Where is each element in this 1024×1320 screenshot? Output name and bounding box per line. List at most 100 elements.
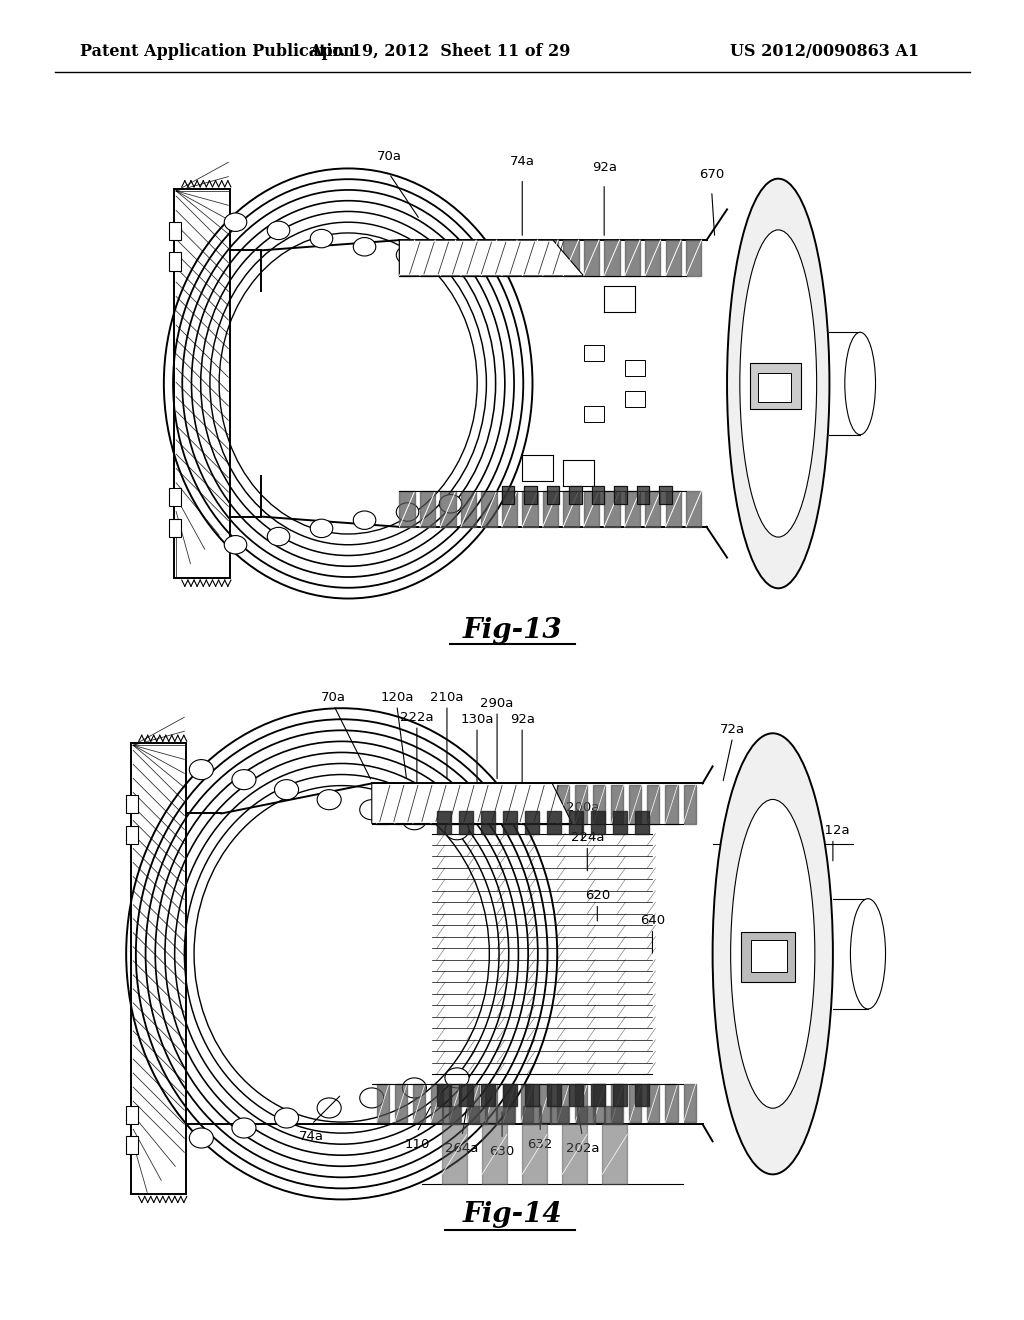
- Polygon shape: [547, 812, 561, 833]
- Polygon shape: [602, 1125, 628, 1184]
- Polygon shape: [440, 491, 456, 527]
- Polygon shape: [485, 785, 497, 824]
- Polygon shape: [550, 1106, 568, 1125]
- Polygon shape: [399, 240, 415, 276]
- Polygon shape: [395, 785, 407, 824]
- Polygon shape: [547, 1084, 561, 1106]
- Polygon shape: [686, 491, 701, 527]
- Polygon shape: [540, 785, 551, 824]
- Polygon shape: [578, 1106, 595, 1125]
- Polygon shape: [461, 240, 476, 276]
- Polygon shape: [625, 240, 640, 276]
- Polygon shape: [686, 240, 701, 276]
- Bar: [126, 1106, 138, 1125]
- Ellipse shape: [353, 238, 376, 256]
- Text: 92a: 92a: [592, 161, 616, 173]
- Polygon shape: [562, 1125, 588, 1184]
- Polygon shape: [524, 486, 537, 504]
- Text: 630: 630: [489, 1144, 515, 1158]
- Text: 130a: 130a: [460, 713, 494, 726]
- Polygon shape: [666, 785, 678, 824]
- Text: 224a: 224a: [570, 832, 604, 843]
- Text: US 2012/0090863 A1: US 2012/0090863 A1: [730, 44, 920, 61]
- Ellipse shape: [189, 1129, 213, 1148]
- Bar: [126, 1137, 138, 1154]
- Polygon shape: [420, 491, 435, 527]
- Bar: [169, 252, 181, 271]
- Ellipse shape: [402, 1078, 426, 1098]
- Polygon shape: [569, 812, 584, 833]
- Polygon shape: [399, 240, 584, 276]
- Polygon shape: [630, 1084, 641, 1122]
- Polygon shape: [469, 1106, 487, 1125]
- Ellipse shape: [267, 222, 290, 240]
- Polygon shape: [666, 491, 681, 527]
- Ellipse shape: [353, 511, 376, 529]
- Ellipse shape: [739, 230, 817, 537]
- Polygon shape: [636, 1084, 649, 1106]
- Bar: [584, 407, 604, 422]
- Text: Fig-13: Fig-13: [462, 616, 562, 644]
- Polygon shape: [613, 812, 628, 833]
- Polygon shape: [637, 486, 649, 504]
- Polygon shape: [593, 785, 605, 824]
- Ellipse shape: [727, 178, 829, 589]
- Polygon shape: [525, 1084, 540, 1106]
- Polygon shape: [395, 1084, 407, 1122]
- Polygon shape: [614, 486, 627, 504]
- Polygon shape: [563, 491, 579, 527]
- Bar: [131, 743, 186, 1195]
- Ellipse shape: [224, 536, 247, 554]
- Ellipse shape: [189, 759, 213, 780]
- Polygon shape: [543, 491, 558, 527]
- Polygon shape: [659, 486, 672, 504]
- Polygon shape: [482, 1125, 507, 1184]
- Ellipse shape: [439, 253, 462, 272]
- Text: 72a: 72a: [720, 723, 745, 735]
- Text: 112a: 112a: [816, 824, 850, 837]
- Text: 120a: 120a: [380, 690, 414, 704]
- Polygon shape: [625, 491, 640, 527]
- Polygon shape: [569, 486, 582, 504]
- Text: 670: 670: [699, 168, 724, 181]
- Polygon shape: [611, 1084, 624, 1122]
- Polygon shape: [575, 785, 588, 824]
- Text: 74a: 74a: [510, 156, 535, 169]
- Text: 202a: 202a: [565, 1142, 599, 1155]
- Polygon shape: [377, 785, 389, 824]
- Text: Fig-14: Fig-14: [462, 1201, 562, 1229]
- Bar: [169, 222, 181, 240]
- Polygon shape: [437, 1084, 451, 1106]
- Polygon shape: [481, 1084, 495, 1106]
- Polygon shape: [437, 812, 451, 833]
- Polygon shape: [420, 240, 435, 276]
- Text: 70a: 70a: [377, 150, 401, 164]
- Ellipse shape: [231, 770, 256, 789]
- Polygon shape: [459, 1084, 473, 1106]
- Polygon shape: [521, 1084, 534, 1122]
- Polygon shape: [584, 491, 599, 527]
- Polygon shape: [522, 240, 538, 276]
- Ellipse shape: [445, 820, 469, 840]
- Text: 210a: 210a: [430, 690, 464, 704]
- Text: 264a: 264a: [445, 1142, 478, 1155]
- Bar: [758, 374, 791, 401]
- Polygon shape: [503, 785, 515, 824]
- Polygon shape: [442, 1125, 467, 1184]
- Polygon shape: [684, 1084, 695, 1122]
- Ellipse shape: [359, 1088, 384, 1107]
- Ellipse shape: [317, 1098, 341, 1118]
- Bar: [584, 345, 604, 360]
- Ellipse shape: [231, 1118, 256, 1138]
- Polygon shape: [591, 812, 605, 833]
- Polygon shape: [604, 1106, 623, 1125]
- Bar: [625, 391, 645, 407]
- Polygon shape: [563, 240, 579, 276]
- Ellipse shape: [267, 528, 290, 545]
- Text: Patent Application Publication: Patent Application Publication: [80, 44, 354, 61]
- Polygon shape: [503, 1084, 517, 1106]
- Polygon shape: [647, 1084, 659, 1122]
- Text: 222a: 222a: [400, 710, 434, 723]
- Polygon shape: [525, 812, 540, 833]
- Polygon shape: [496, 1106, 514, 1125]
